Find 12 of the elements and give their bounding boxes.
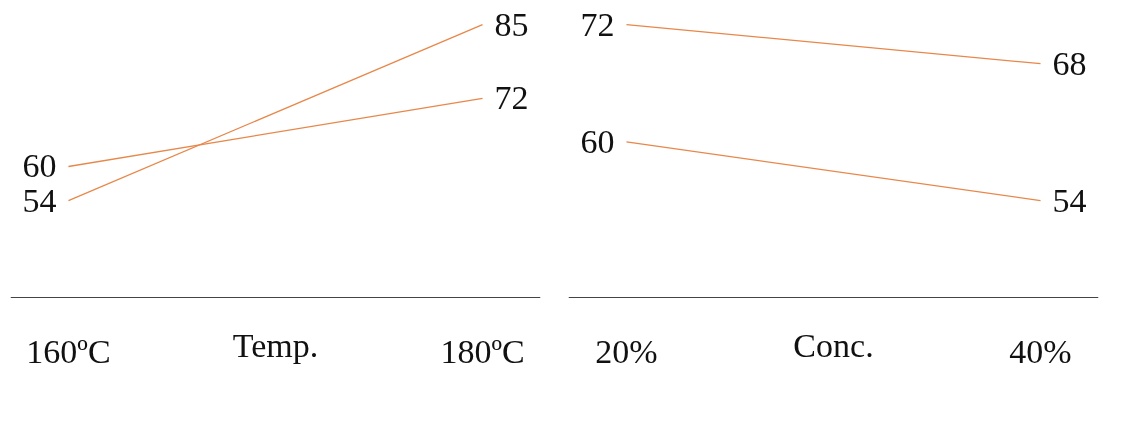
data-label: 54	[1052, 181, 1087, 219]
x-tick-label: 160ºC	[26, 333, 111, 371]
data-label: 72	[580, 5, 615, 43]
x-tick-label: 180ºC	[440, 333, 525, 371]
data-label: 68	[1052, 44, 1087, 82]
x-tick-label: 40%	[1009, 333, 1072, 371]
data-label: 85	[494, 5, 529, 43]
x-axis-title: Temp.	[232, 326, 319, 364]
data-label: 72	[494, 79, 529, 117]
x-axis-title: Conc.	[793, 326, 874, 364]
data-label: 60	[580, 122, 615, 160]
x-tick-label: 20%	[595, 333, 658, 371]
